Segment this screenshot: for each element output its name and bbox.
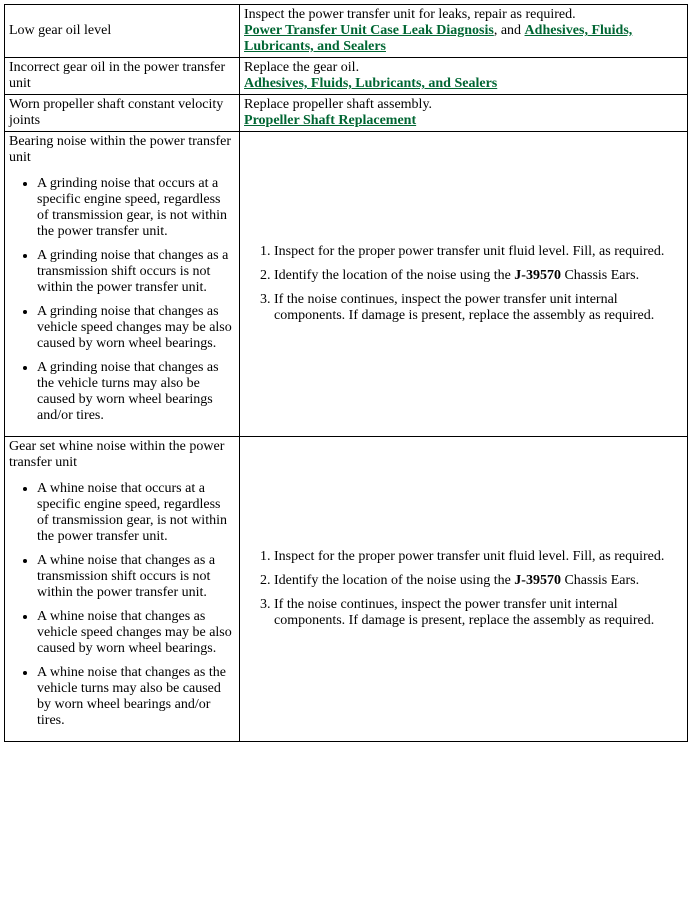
cause-text: Incorrect gear oil in the power transfer…: [9, 60, 225, 91]
list-item: If the noise continues, inspect the powe…: [274, 597, 683, 629]
cause-title: Gear set whine noise within the power tr…: [9, 439, 235, 471]
tool-id: J-39570: [514, 268, 561, 283]
action-text: Inspect the power transfer unit for leak…: [244, 7, 576, 22]
link-separator: , and: [494, 23, 525, 38]
step-text: Chassis Ears.: [561, 268, 639, 283]
step-text: Identify the location of the noise using…: [274, 268, 514, 283]
tool-id: J-39570: [514, 573, 561, 588]
cause-cell: Incorrect gear oil in the power transfer…: [5, 58, 240, 95]
list-item: Inspect for the proper power transfer un…: [274, 244, 683, 260]
cause-text: Worn propeller shaft constant velocity j…: [9, 97, 223, 128]
list-item: Identify the location of the noise using…: [274, 573, 683, 589]
diagnostic-table: Low gear oil level Inspect the power tra…: [4, 4, 688, 742]
list-item: A whine noise that occurs at a specific …: [37, 481, 235, 545]
link-ptu-case-leak[interactable]: Power Transfer Unit Case Leak Diagnosis: [244, 23, 494, 38]
cause-cell: Gear set whine noise within the power tr…: [5, 437, 240, 742]
action-cell: Replace the gear oil. Adhesives, Fluids,…: [240, 58, 688, 95]
list-item: A grinding noise that changes as a trans…: [37, 248, 235, 296]
action-cell: Replace propeller shaft assembly. Propel…: [240, 95, 688, 132]
cause-cell: Worn propeller shaft constant velocity j…: [5, 95, 240, 132]
link-propeller-shaft[interactable]: Propeller Shaft Replacement: [244, 113, 416, 128]
cause-cell: Bearing noise within the power transfer …: [5, 132, 240, 437]
step-text: Identify the location of the noise using…: [274, 573, 514, 588]
list-item: A grinding noise that changes as the veh…: [37, 360, 235, 424]
action-cell: Inspect the power transfer unit for leak…: [240, 5, 688, 58]
cause-text: Low gear oil level: [9, 23, 111, 38]
action-cell: Inspect for the proper power transfer un…: [240, 437, 688, 742]
cause-bullet-list: A whine noise that occurs at a specific …: [9, 481, 235, 729]
list-item: A grinding noise that changes as vehicle…: [37, 304, 235, 352]
action-step-list: Inspect for the proper power transfer un…: [244, 549, 683, 629]
list-item: If the noise continues, inspect the powe…: [274, 292, 683, 324]
list-item: Inspect for the proper power transfer un…: [274, 549, 683, 565]
action-step-list: Inspect for the proper power transfer un…: [244, 244, 683, 324]
action-text: Replace the gear oil.: [244, 60, 359, 75]
link-adhesives-fluids[interactable]: Adhesives, Fluids, Lubricants, and Seale…: [244, 76, 497, 91]
list-item: A grinding noise that occurs at a specif…: [37, 176, 235, 240]
cause-cell: Low gear oil level: [5, 5, 240, 58]
action-cell: Inspect for the proper power transfer un…: [240, 132, 688, 437]
list-item: Identify the location of the noise using…: [274, 268, 683, 284]
table-row: Incorrect gear oil in the power transfer…: [5, 58, 688, 95]
table-row: Gear set whine noise within the power tr…: [5, 437, 688, 742]
table-row: Bearing noise within the power transfer …: [5, 132, 688, 437]
table-row: Low gear oil level Inspect the power tra…: [5, 5, 688, 58]
list-item: A whine noise that changes as vehicle sp…: [37, 609, 235, 657]
list-item: A whine noise that changes as a transmis…: [37, 553, 235, 601]
action-text: Replace propeller shaft assembly.: [244, 97, 432, 112]
table-row: Worn propeller shaft constant velocity j…: [5, 95, 688, 132]
cause-title: Bearing noise within the power transfer …: [9, 134, 235, 166]
cause-bullet-list: A grinding noise that occurs at a specif…: [9, 176, 235, 424]
step-text: Chassis Ears.: [561, 573, 639, 588]
list-item: A whine noise that changes as the vehicl…: [37, 665, 235, 729]
